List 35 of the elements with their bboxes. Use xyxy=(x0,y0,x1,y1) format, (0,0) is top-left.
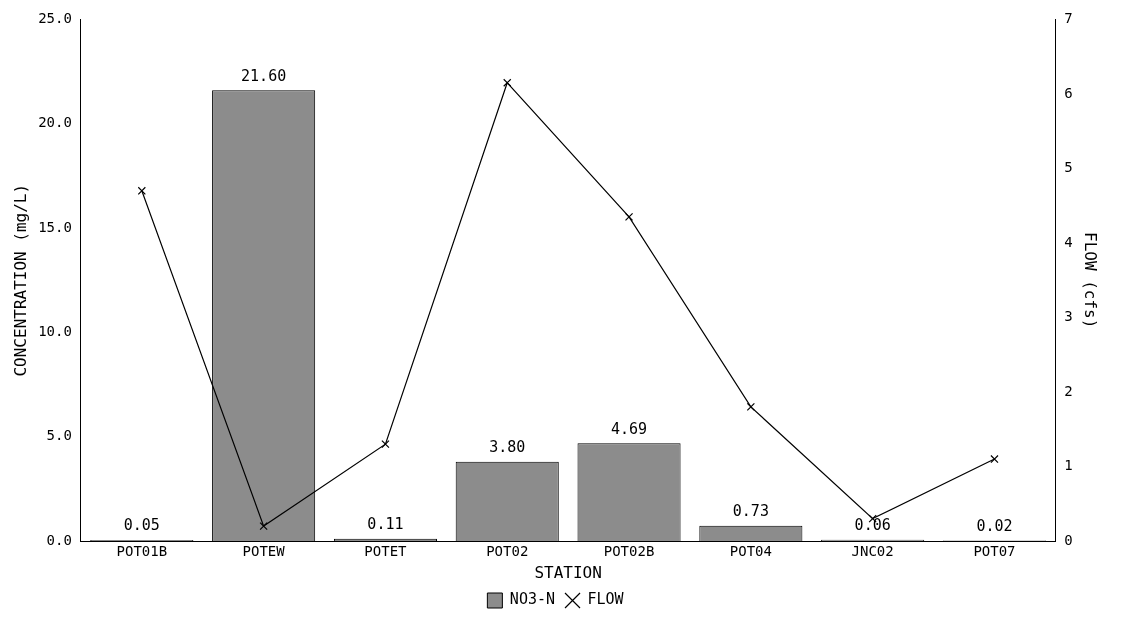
y2-tick-label: 7 xyxy=(1064,10,1073,27)
y-tick-label: 20.0 xyxy=(38,114,72,131)
x-tick-label: JNC02 xyxy=(851,543,894,560)
y2-tick-label: 0 xyxy=(1064,531,1073,548)
y2-tick-label: 4 xyxy=(1064,233,1073,250)
y-tick-label: 15.0 xyxy=(38,218,72,235)
x-tick-label: POTET xyxy=(364,543,408,560)
x-tick-label: POT01B xyxy=(116,543,168,560)
y2-tick-label: 6 xyxy=(1064,84,1073,101)
data-label: 4.69 xyxy=(610,419,648,438)
x-tick-label: POT04 xyxy=(729,543,772,560)
data-label: 0.05 xyxy=(123,516,160,535)
y2-tick-label: 3 xyxy=(1064,308,1073,325)
data-label: 0.02 xyxy=(976,516,1013,535)
y-tick-label: 5.0 xyxy=(46,427,72,444)
y2-tick-label: 2 xyxy=(1064,382,1073,399)
y-tick-label: 25.0 xyxy=(38,10,72,27)
x-tick-label: POTEW xyxy=(242,543,286,560)
legend-label: FLOW xyxy=(587,590,625,609)
data-label: 3.80 xyxy=(489,438,526,457)
y2-axis-title: FLOW (cfs) xyxy=(1081,232,1101,329)
data-label: 0.73 xyxy=(732,502,769,521)
x-tick-label: POT02B xyxy=(603,543,655,560)
y-tick-label: 0.0 xyxy=(46,531,72,548)
y2-tick-label: 1 xyxy=(1064,457,1073,474)
y-tick-label: 10.0 xyxy=(38,323,72,339)
data-label: 21.60 xyxy=(241,66,287,85)
data-label: 0.11 xyxy=(367,515,404,534)
x-axis-title: STATION xyxy=(534,562,602,582)
x-tick-label: POT07 xyxy=(973,543,1016,560)
legend-label: NO3-N xyxy=(509,590,556,609)
data-label: 0.06 xyxy=(854,516,891,535)
y2-tick-label: 5 xyxy=(1064,159,1073,176)
y-axis-title: CONCENTRATION (mg/L) xyxy=(10,183,30,377)
x-tick-label: POT02 xyxy=(486,543,529,560)
